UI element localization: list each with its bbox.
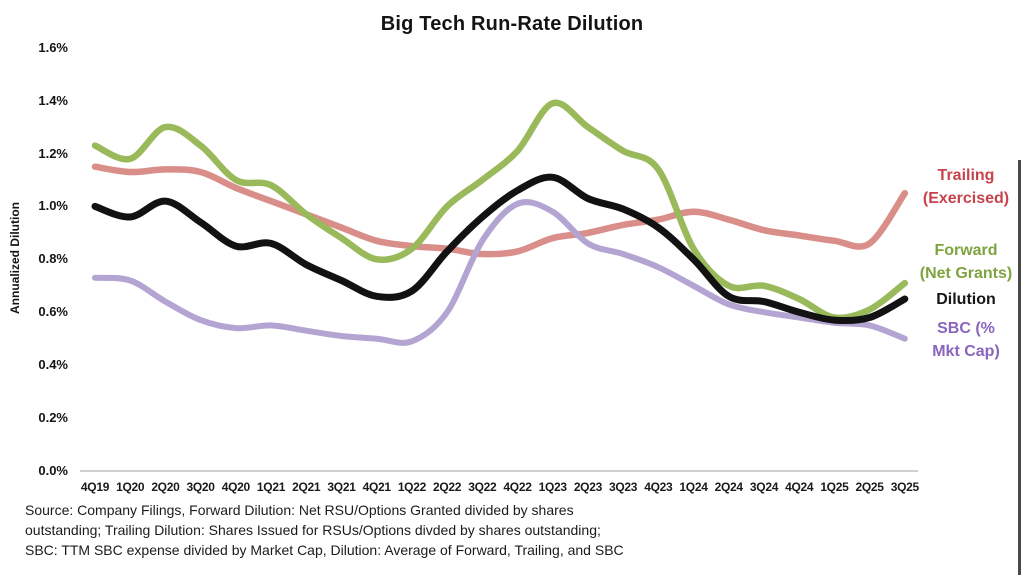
legend-trailing-text: (Exercised) xyxy=(922,190,1010,207)
legend-forward-text: Forward xyxy=(934,242,998,259)
x-tick-label: 3Q21 xyxy=(327,480,356,494)
x-tick-label: 3Q25 xyxy=(890,480,919,494)
footnote-line: outstanding; Trailing Dilution: Shares I… xyxy=(25,522,601,538)
y-tick-label: 0.8% xyxy=(38,251,68,267)
line-dilution xyxy=(91,173,909,325)
x-tick-label: 3Q22 xyxy=(468,480,497,494)
legend-trailing: Trailing (Exercised) xyxy=(896,164,1024,210)
legend-dilution-text: Dilution xyxy=(936,291,996,308)
x-tick-label: 4Q19 xyxy=(80,480,110,494)
x-tick-label: 3Q24 xyxy=(749,480,779,494)
y-tick-label: 1.0% xyxy=(38,198,68,214)
y-tick-label: 1.6% xyxy=(38,39,68,55)
legend-dilution: Dilution xyxy=(896,288,1024,311)
source-footnote: Source: Company Filings, Forward Dilutio… xyxy=(25,500,665,560)
footnote-line: Source: Company Filings, Forward Dilutio… xyxy=(25,502,574,518)
legend-forward: Forward (Net Grants) xyxy=(896,239,1024,285)
x-tick-label: 1Q22 xyxy=(397,480,426,494)
legend-trailing-text: Trailing xyxy=(937,167,995,184)
y-tick-label: 1.2% xyxy=(38,145,68,161)
x-tick-label: 1Q21 xyxy=(256,480,286,494)
line-forward xyxy=(91,99,909,322)
x-tick-label: 4Q22 xyxy=(503,480,532,494)
x-tick-label: 3Q20 xyxy=(186,480,215,494)
legend-sbc-text: SBC (% xyxy=(937,320,995,337)
x-tick-label: 1Q24 xyxy=(679,480,708,494)
line-trailing xyxy=(91,163,909,258)
x-tick-label: 3Q23 xyxy=(609,480,638,494)
x-tick-label: 4Q24 xyxy=(785,480,814,494)
x-tick-label: 1Q20 xyxy=(116,480,145,494)
x-tick-label: 2Q20 xyxy=(151,480,180,494)
screenshot-edge-line xyxy=(1018,160,1021,575)
x-tick-label: 4Q23 xyxy=(644,480,673,494)
x-tick-label: 2Q24 xyxy=(714,480,743,494)
y-tick-label: 0.2% xyxy=(38,410,68,425)
legend-forward-text: (Net Grants) xyxy=(919,265,1013,282)
line-sbc xyxy=(92,199,908,346)
legend-sbc-text: Mkt Cap) xyxy=(932,343,1000,360)
x-tick-label: 1Q23 xyxy=(538,480,567,494)
footnote-line: SBC: TTM SBC expense divided by Market C… xyxy=(25,542,624,558)
x-tick-label: 4Q20 xyxy=(221,480,250,494)
x-tick-label: 2Q23 xyxy=(573,480,602,494)
x-tick-label: 2Q25 xyxy=(855,480,884,494)
x-tick-label: 2Q22 xyxy=(433,480,462,494)
y-tick-label: 0.0% xyxy=(38,462,68,478)
x-tick-label: 1Q25 xyxy=(820,480,849,494)
legend-sbc: SBC (% Mkt Cap) xyxy=(896,317,1024,363)
y-tick-label: 1.4% xyxy=(38,92,68,108)
chart-title: Big Tech Run-Rate Dilution xyxy=(380,13,644,35)
x-tick-label: 4Q21 xyxy=(362,480,391,494)
y-tick-label: 0.6% xyxy=(38,304,68,320)
y-tick-label: 0.4% xyxy=(38,357,68,373)
x-tick-label: 2Q21 xyxy=(292,480,321,494)
